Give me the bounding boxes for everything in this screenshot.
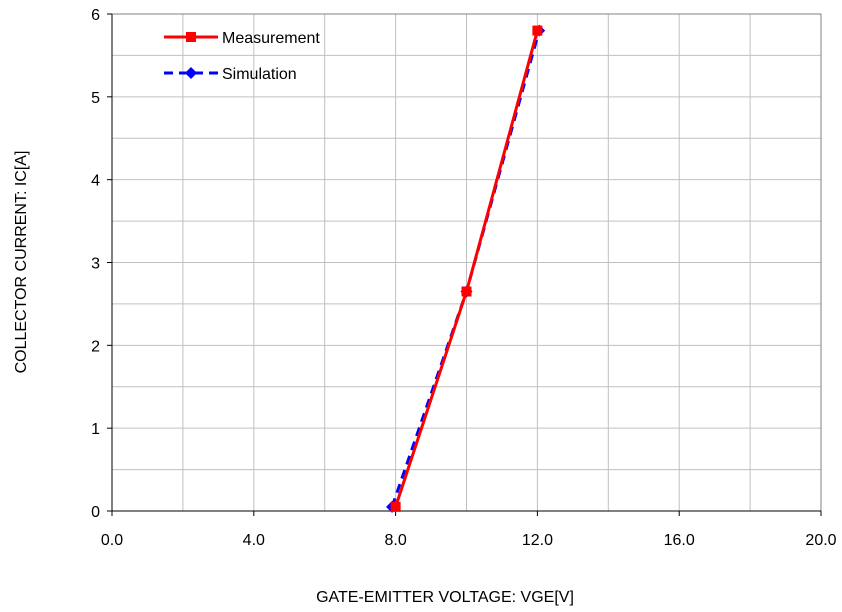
y-tick-label: 2: [91, 338, 100, 355]
legend-measurement-label: Measurement: [222, 30, 320, 47]
axes: 0.0 4.0 8.0 12.0 16.0 20.0 0 1 2 3 4 5 6: [91, 7, 837, 549]
measurement-data-point: [390, 501, 401, 512]
x-tick-label: 8.0: [384, 532, 406, 549]
measurement-data-point: [532, 25, 543, 36]
legend-simulation-label: Simulation: [222, 66, 297, 83]
x-tick-label: 4.0: [243, 532, 265, 549]
x-tick-label: 20.0: [805, 532, 836, 549]
y-tick-label: 4: [91, 173, 100, 190]
legend-simulation-marker: [185, 67, 197, 79]
grid-lines: [112, 13, 821, 511]
y-tick-label: 6: [91, 7, 100, 24]
legend: Measurement Simulation: [164, 30, 320, 83]
y-axis-title: COLLECTOR CURRENT: IC[A]: [13, 151, 30, 374]
series-layer: [386, 24, 546, 513]
y-tick-label: 5: [91, 90, 100, 107]
x-axis-title: GATE-EMITTER VOLTAGE: VGE[V]: [316, 589, 574, 606]
y-tick-label: 3: [91, 256, 100, 273]
x-tick-label: 16.0: [664, 532, 695, 549]
legend-measurement-marker: [186, 32, 196, 42]
measurement-data-point: [461, 286, 472, 297]
y-tick-label: 1: [91, 421, 100, 438]
y-tick-label: 0: [91, 504, 100, 521]
x-tick-label: 0.0: [101, 532, 123, 549]
x-tick-label: 12.0: [522, 532, 553, 549]
